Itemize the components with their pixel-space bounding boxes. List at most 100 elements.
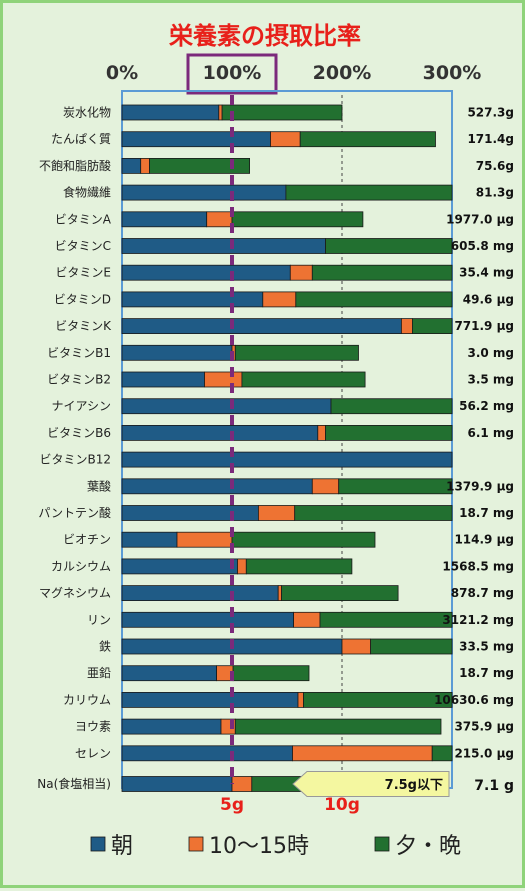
legend-swatch-morning — [90, 836, 106, 852]
bar-segment-midday — [289, 264, 313, 281]
bar-segment-morning — [121, 611, 295, 628]
legend-label-morning: 朝 — [111, 834, 133, 859]
x-tick-label: 0% — [106, 62, 138, 84]
bar-segment-midday — [237, 558, 247, 575]
row-total-value: 3.0 mg — [467, 346, 514, 360]
row-label: ビオチン — [63, 533, 111, 547]
row-total-value: 375.9 μg — [454, 720, 514, 734]
bar-segment-evening — [245, 558, 353, 575]
x-tick-label: 100% — [203, 62, 262, 84]
bar-segment-morning — [121, 264, 291, 281]
bar-segment-evening — [303, 692, 453, 708]
row-label: ナイアシン — [51, 399, 111, 413]
sodium-target-arrow — [292, 771, 450, 797]
row-label: 食物繊維 — [63, 185, 111, 200]
row-label: ビタミンB1 — [47, 346, 111, 360]
bar-segment-evening — [234, 344, 359, 361]
bar-segment-morning — [121, 291, 264, 308]
bar-segment-evening — [281, 585, 399, 601]
x-tick-label: 300% — [423, 62, 482, 84]
bar-segment-midday — [292, 745, 433, 762]
row-label: 不飽和脂肪酸 — [39, 158, 111, 173]
row-label: カルシウム — [51, 559, 111, 573]
row-total-value: 1977.0 μg — [446, 212, 514, 226]
bar-segment-midday — [204, 371, 243, 388]
bar-segment-morning — [121, 318, 402, 335]
target-label-box — [186, 53, 278, 95]
row-total-value: 10630.6 mg — [434, 693, 514, 707]
sodium-total-value: 7.1 g — [474, 778, 514, 794]
row-total-value: 49.6 μg — [463, 292, 514, 306]
bar-segment-evening — [285, 184, 453, 201]
bar-segment-midday — [400, 318, 413, 335]
row-total-value: 114.9 μg — [454, 533, 514, 547]
legend-label-evening: 夕・晩 — [395, 834, 461, 859]
chart-title: 栄養素の摂取比率 — [168, 22, 361, 50]
row-total-value: 56.2 mg — [459, 399, 514, 413]
row-label: ビタミンK — [55, 319, 112, 333]
row-label: 葉酸 — [87, 478, 111, 493]
bar-segment-evening — [231, 211, 364, 228]
bar-segment-morning — [121, 371, 205, 388]
legend-label-midday: 10～15時 — [209, 834, 309, 859]
bar-segment-evening — [294, 505, 453, 521]
bar-segment-morning — [121, 238, 326, 254]
row-total-value: 605.8 mg — [451, 239, 514, 253]
bar-segment-evening — [299, 131, 436, 148]
sodium-bar-segment-morning — [121, 776, 233, 792]
bar-segment-morning — [121, 104, 220, 121]
bar-segment-morning — [121, 585, 279, 601]
bar-segment-morning — [121, 718, 222, 735]
sodium-axis-tick: 10g — [324, 795, 360, 815]
x-tick-label: 200% — [313, 62, 372, 84]
bar-segment-evening — [311, 264, 453, 281]
bar-segment-morning — [121, 211, 208, 228]
bar-segment-morning — [121, 184, 287, 201]
bar-segment-midday — [311, 478, 340, 495]
bar-segment-evening — [325, 424, 453, 441]
bar-segment-midday — [140, 157, 150, 174]
bar-segment-evening — [411, 318, 453, 335]
bar-segment-morning — [121, 157, 142, 174]
bar-segment-midday — [176, 531, 233, 548]
row-label: ヨウ素 — [75, 720, 111, 734]
row-total-value: 171.4g — [467, 132, 514, 146]
row-total-value: 75.6g — [476, 159, 514, 173]
bar-segment-morning — [121, 665, 217, 682]
bar-segment-midday — [218, 104, 223, 121]
row-label: ビタミンB6 — [47, 426, 111, 440]
bar-segment-midday — [206, 211, 233, 228]
bar-segment-evening — [370, 638, 453, 655]
row-label: 炭水化物 — [63, 106, 111, 120]
bar-segment-midday — [262, 291, 297, 308]
row-total-value: 33.5 mg — [459, 640, 514, 654]
bar-segment-morning — [121, 558, 238, 575]
bar-segment-morning — [121, 451, 453, 468]
bar-segment-evening — [330, 398, 453, 415]
legend-swatch-midday — [188, 836, 204, 852]
bar-segment-evening — [221, 104, 343, 121]
bar-segment-morning — [121, 531, 178, 548]
bar-segment-morning — [121, 131, 271, 148]
bar-segment-morning — [121, 344, 233, 361]
nutrient-intake-chart: 栄養素の摂取比率 0% 100% 200% 300% 炭水化物 527.3g たんぱく質 171… — [37, 22, 514, 859]
row-label: カリウム — [63, 693, 111, 707]
row-label: 亜鉛 — [87, 666, 111, 680]
sodium-row-label: Na(食塩相当) — [37, 776, 111, 791]
row-total-value: 6.1 mg — [467, 426, 514, 440]
bar-segment-morning — [121, 398, 332, 415]
sodium-bar-segment-midday — [231, 776, 253, 792]
row-label: パントテン酸 — [38, 505, 111, 520]
row-label: セレン — [75, 746, 111, 760]
bar-segment-evening — [231, 531, 376, 548]
bar-segment-midday — [341, 638, 372, 655]
bar-segment-evening — [431, 745, 453, 762]
bar-segment-evening — [295, 291, 453, 308]
row-label: ビタミンD — [54, 292, 111, 306]
bar-segment-evening — [325, 238, 453, 254]
row-label: マグネシウム — [39, 586, 111, 600]
bar-segment-morning — [121, 505, 259, 521]
row-label: たんぱく質 — [51, 131, 111, 146]
row-total-value: 3121.2 mg — [442, 613, 514, 627]
